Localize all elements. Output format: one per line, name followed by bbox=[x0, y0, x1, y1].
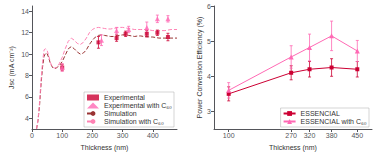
svg-text:6: 6 bbox=[25, 93, 29, 100]
svg-text:Simulation: Simulation bbox=[104, 110, 137, 117]
svg-text:12: 12 bbox=[21, 29, 29, 36]
svg-text:100: 100 bbox=[56, 132, 68, 139]
svg-text:Power Conversion Efficiency (%: Power Conversion Efficiency (%) bbox=[196, 17, 204, 119]
svg-text:200: 200 bbox=[87, 132, 99, 139]
svg-text:4: 4 bbox=[25, 115, 29, 122]
svg-text:0: 0 bbox=[30, 132, 34, 139]
svg-text:5: 5 bbox=[207, 38, 211, 45]
svg-text:Thickness (nm): Thickness (nm) bbox=[269, 144, 317, 152]
svg-text:450: 450 bbox=[351, 132, 363, 139]
svg-text:Experimental with C₆₀: Experimental with C₆₀ bbox=[104, 102, 172, 110]
svg-text:320: 320 bbox=[304, 132, 316, 139]
svg-text:4: 4 bbox=[207, 73, 211, 80]
svg-text:Jsc (mA cm⁻²): Jsc (mA cm⁻²) bbox=[8, 46, 16, 89]
svg-text:3: 3 bbox=[207, 108, 211, 115]
svg-text:8: 8 bbox=[25, 72, 29, 79]
svg-text:270: 270 bbox=[285, 132, 297, 139]
svg-text:380: 380 bbox=[326, 132, 338, 139]
svg-text:10: 10 bbox=[21, 51, 29, 58]
svg-text:100: 100 bbox=[223, 132, 235, 139]
svg-text:ESSENCIAL: ESSENCIAL bbox=[301, 110, 340, 117]
svg-text:300: 300 bbox=[117, 132, 129, 139]
svg-text:Experimental: Experimental bbox=[104, 94, 145, 102]
svg-text:Thickness (nm): Thickness (nm) bbox=[81, 144, 129, 152]
svg-text:Simulation with C₆₀: Simulation with C₆₀ bbox=[104, 118, 164, 125]
svg-text:6: 6 bbox=[207, 3, 211, 10]
svg-text:ESSENCIAL with C₆₀: ESSENCIAL with C₆₀ bbox=[301, 118, 367, 125]
svg-text:14: 14 bbox=[21, 8, 29, 15]
svg-text:400: 400 bbox=[147, 132, 159, 139]
